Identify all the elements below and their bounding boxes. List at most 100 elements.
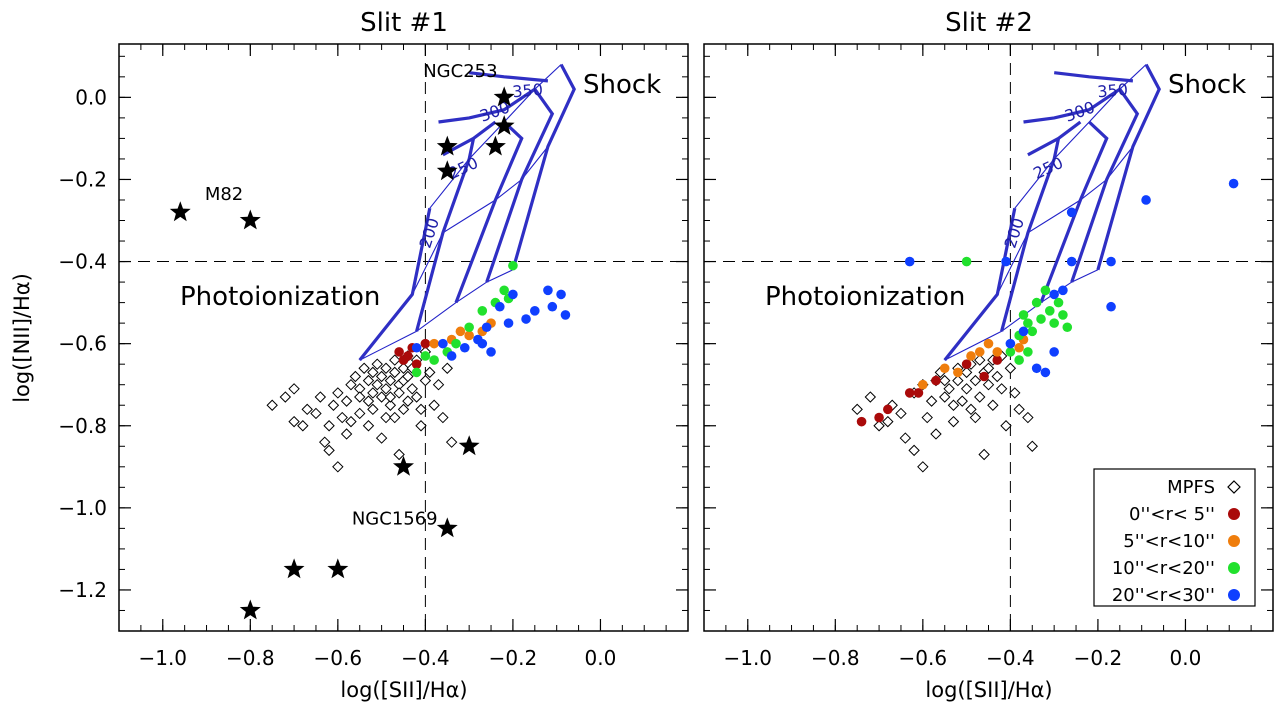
radius-bin-point (1062, 322, 1073, 333)
mpfs-diamond-point (432, 378, 445, 391)
mpfs-diamond-point (380, 383, 392, 395)
radius-bin-point (1106, 256, 1116, 267)
radius-bin-point (1036, 314, 1046, 324)
mpfs-diamond-point (319, 436, 331, 448)
mpfs-diamond-point (397, 403, 410, 416)
panel-title-slit-2: Slit #2 (945, 8, 1033, 38)
mpfs-diamond-point (939, 374, 951, 387)
radius-bin-point (477, 338, 488, 349)
legend-label: 10''<r<20'' (1112, 558, 1215, 579)
y-tick-label: −1.2 (58, 578, 107, 602)
mpfs-diamond-point (393, 387, 405, 399)
radius-bin-point (429, 338, 439, 349)
mpfs-diamond-point (952, 374, 964, 387)
mpfs-diamond-point (354, 391, 366, 403)
mpfs-diamond-point (921, 411, 933, 424)
mpfs-diamond-point (354, 407, 366, 420)
mpfs-diamond-point (410, 391, 423, 403)
x-tick-label: −0.2 (489, 646, 538, 670)
mpfs-diamond-point (371, 378, 383, 391)
radius-bin-point (1228, 178, 1239, 189)
legend-label: MPFS (1167, 477, 1215, 498)
mpfs-diamond-point (384, 391, 397, 403)
radius-bin-point (953, 367, 963, 378)
radius-bin-point (503, 318, 514, 328)
mpfs-diamond-point (978, 448, 990, 461)
mpfs-diamond-point (380, 362, 392, 374)
radius-bin-point (983, 338, 994, 349)
mpfs-diamond-point (345, 415, 357, 428)
galaxy-star-point (493, 115, 515, 135)
radius-bin-point (547, 301, 558, 312)
legend-marker (1228, 562, 1240, 574)
shock-velocity-line (1039, 120, 1109, 304)
mpfs-diamond-point (332, 461, 344, 473)
mpfs-diamond-point (982, 362, 995, 374)
radius-bin-point (992, 355, 1003, 365)
shock-velocity-250-line (1027, 120, 1082, 157)
mpfs-diamond-point (1004, 362, 1017, 374)
mpfs-diamond-point (974, 391, 986, 403)
radius-bin-point (411, 367, 422, 378)
shock-label-slit-1: Shock (583, 70, 661, 100)
radius-bin-point (1005, 347, 1016, 357)
shock-velocity-line (454, 120, 524, 304)
radius-bin-point (979, 371, 989, 382)
legend-label: 20''<r<30'' (1112, 585, 1215, 606)
radius-bin-point (1005, 338, 1016, 349)
x-tick-label: −0.8 (226, 646, 275, 670)
photoionization-label-slit-1: Photoionization (180, 282, 380, 312)
velocity-label: 300 (1062, 97, 1097, 125)
mpfs-diamond-point (397, 362, 410, 374)
legend-marker (1227, 480, 1241, 494)
shock-velocity-line (415, 138, 476, 332)
radius-bin-point (856, 416, 867, 427)
mpfs-diamond-point (393, 448, 405, 461)
mpfs-diamond-point (939, 391, 951, 403)
x-tick-label: −0.6 (899, 646, 948, 670)
x-tick-label: −0.6 (314, 646, 363, 670)
x-tick-label: −0.4 (401, 646, 450, 670)
mpfs-diamond-point (969, 374, 982, 387)
radius-bin-point (560, 310, 571, 320)
mpfs-diamond-point (882, 415, 894, 428)
mpfs-diamond-point (925, 395, 938, 407)
shock-velocity-line (485, 88, 555, 283)
radius-bin-point (1040, 367, 1051, 378)
mpfs-diamond-point (288, 383, 300, 395)
legend-marker (1228, 535, 1240, 547)
shock-velocity-line (1070, 88, 1140, 283)
galaxy-label: NGC1569 (352, 508, 438, 529)
velocity-label: 350 (1097, 80, 1129, 102)
galaxy-star-point (458, 435, 480, 456)
x-tick-label: −1.0 (138, 646, 187, 670)
radius-bin-point (974, 347, 985, 357)
shock-label-slit-2: Shock (1168, 70, 1246, 100)
mpfs-diamond-point (384, 374, 397, 387)
mpfs-diamond-point (340, 395, 353, 407)
legend-label: 0''<r< 5'' (1129, 504, 1215, 525)
mpfs-diamond-point (943, 383, 955, 395)
radius-bin-point (1040, 285, 1051, 296)
shock-velocity-300-line (438, 87, 536, 124)
shock-velocity-line (1096, 63, 1161, 271)
radius-bin-point (1014, 342, 1024, 353)
mpfs-diamond-point (969, 411, 982, 424)
galaxy-star-point (493, 86, 515, 107)
radius-bin-point (939, 363, 950, 374)
mpfs-diamond-point (960, 383, 973, 395)
mpfs-diamond-point (1000, 420, 1012, 432)
radius-bin-point (429, 355, 439, 365)
mpfs-diamond-point (956, 395, 968, 407)
galaxy-star-point (169, 201, 191, 222)
shock-velocity-line (943, 207, 1017, 362)
radius-bin-point (394, 347, 404, 357)
mpfs-diamond-point (1022, 411, 1034, 424)
radius-bin-point (411, 359, 422, 369)
y-tick-label: −0.6 (58, 332, 107, 356)
shock-velocity-line (511, 63, 576, 271)
mpfs-diamond-point (995, 383, 1008, 395)
mpfs-diamond-point (908, 444, 920, 457)
radius-bin-point (438, 338, 448, 349)
mpfs-diamond-point (947, 415, 960, 428)
